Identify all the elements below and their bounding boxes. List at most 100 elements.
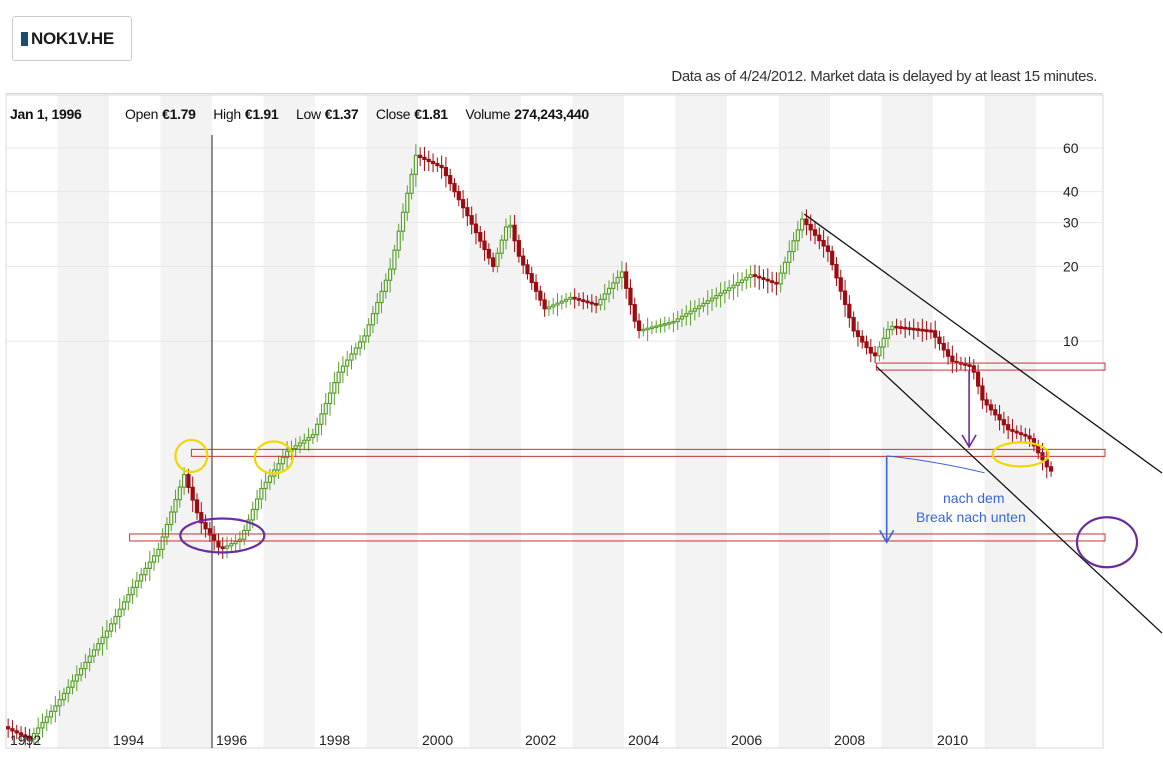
- candle-body-80: [349, 353, 354, 361]
- candle-body-26: [117, 608, 122, 618]
- candle-body-227: [980, 385, 985, 401]
- candle-body-83: [362, 335, 367, 343]
- candle-body-52: [229, 543, 234, 547]
- candle-body-51: [224, 545, 230, 549]
- year-band-2009: [881, 95, 934, 748]
- low-value: €1.37: [324, 106, 359, 122]
- candle-body-47: [207, 528, 212, 536]
- high-value: €1.91: [244, 106, 279, 122]
- annotation-text-line2: Break nach unten: [916, 509, 1026, 525]
- volume-label: Volume: [465, 106, 511, 122]
- candle-body-75: [327, 392, 333, 405]
- candle-body-57: [250, 508, 255, 521]
- candle-body-216: [933, 330, 938, 338]
- candle-body-11: [53, 705, 58, 712]
- candle-body-73: [319, 413, 324, 425]
- year-band-1997: [263, 95, 316, 748]
- y-tick-30: 30: [1063, 215, 1079, 231]
- x-tick-1992: 1992: [10, 732, 41, 748]
- candle-body-232: [1001, 419, 1006, 426]
- candle-body-30: [134, 580, 140, 588]
- candle-body-94: [409, 173, 414, 194]
- candle-body-191: [825, 245, 830, 252]
- candle-body-172: [744, 276, 749, 281]
- candle-body-175: [757, 275, 762, 279]
- candle-body-152: [658, 324, 663, 327]
- annotation-marks: [174, 370, 1139, 569]
- candle-body-79: [345, 359, 350, 367]
- candle-body-39: [173, 498, 178, 513]
- candle-body-146: [632, 304, 637, 322]
- candle-body-230: [993, 409, 998, 416]
- candle-body-199: [860, 335, 865, 343]
- candle-body-69: [302, 439, 307, 444]
- candle-body-124: [538, 290, 543, 301]
- candle-body-223: [963, 363, 968, 366]
- candle-body-117: [508, 224, 513, 228]
- trend-lines: [803, 213, 1163, 634]
- trend-line-1: [875, 366, 1163, 634]
- candle-body-85: [370, 313, 376, 326]
- candle-body-237: [1023, 433, 1028, 437]
- volume-value: 274,243,440: [514, 106, 589, 122]
- y-tick-40: 40: [1063, 184, 1079, 200]
- open-label: Open: [125, 106, 159, 122]
- candle-body-176: [761, 277, 766, 280]
- candle-body-182: [787, 250, 792, 263]
- market-data-delay-note: Data as of 4/24/2012. Market data is del…: [671, 68, 1097, 85]
- candle-body-178: [769, 280, 775, 284]
- ohlc-readout: Jan 1, 1996 Open €1.79 High €1.91 Low €1.37…: [10, 106, 603, 122]
- candle-body-174: [752, 274, 758, 277]
- x-tick-2002: 2002: [525, 732, 556, 748]
- candle-body-160: [692, 307, 697, 312]
- horizontal-gridlines: [6, 147, 1103, 342]
- candle-body-225: [971, 365, 976, 373]
- x-tick-2008: 2008: [834, 732, 865, 748]
- candle-body-3: [18, 732, 24, 736]
- candle-body-70: [306, 436, 311, 441]
- candle-body-29: [130, 586, 135, 596]
- candle-body-140: [606, 287, 612, 295]
- candle-body-106: [460, 199, 466, 209]
- candle-body-89: [388, 268, 393, 281]
- candle-body-17: [79, 668, 84, 676]
- candle-body-88: [383, 279, 388, 292]
- candle-body-236: [1018, 432, 1024, 436]
- candles: [6, 144, 1054, 749]
- yellow-circle-2011: [991, 441, 1050, 468]
- candle-body-13: [61, 692, 67, 701]
- candle-body-61: [267, 475, 273, 483]
- candle-body-55: [242, 529, 247, 540]
- candle-body-233: [1006, 424, 1011, 431]
- candle-body-209: [903, 326, 908, 330]
- candle-body-149: [645, 327, 650, 331]
- candle-body-0: [6, 726, 11, 730]
- candle-body-193: [834, 263, 839, 279]
- close-value: €1.81: [414, 106, 448, 122]
- candle-body-170: [735, 282, 740, 286]
- candle-body-217: [937, 336, 942, 345]
- year-band-2001: [469, 95, 522, 748]
- ticker-box[interactable]: NOK1V.HE: [12, 16, 132, 61]
- candle-body-136: [589, 301, 594, 305]
- candle-body-127: [551, 304, 556, 308]
- candle-body-131: [568, 296, 573, 300]
- annotation-text-line1: nach dem: [943, 490, 1004, 506]
- candle-body-42: [186, 474, 191, 488]
- candle-body-84: [366, 324, 371, 337]
- candle-body-167: [722, 289, 727, 294]
- candle-body-159: [688, 310, 693, 315]
- candle-body-139: [602, 293, 607, 300]
- candle-body-111: [482, 240, 487, 251]
- candle-body-114: [495, 252, 500, 268]
- candle-body-200: [864, 341, 869, 349]
- candle-body-53: [233, 540, 238, 545]
- candle-body-44: [194, 499, 200, 514]
- yellow-circle-1995: [174, 438, 209, 474]
- candle-body-78: [340, 365, 346, 373]
- x-tick-1998: 1998: [319, 732, 350, 748]
- candle-body-77: [336, 371, 341, 384]
- ticker-marker-icon: [21, 31, 28, 46]
- candle-body-135: [585, 300, 590, 304]
